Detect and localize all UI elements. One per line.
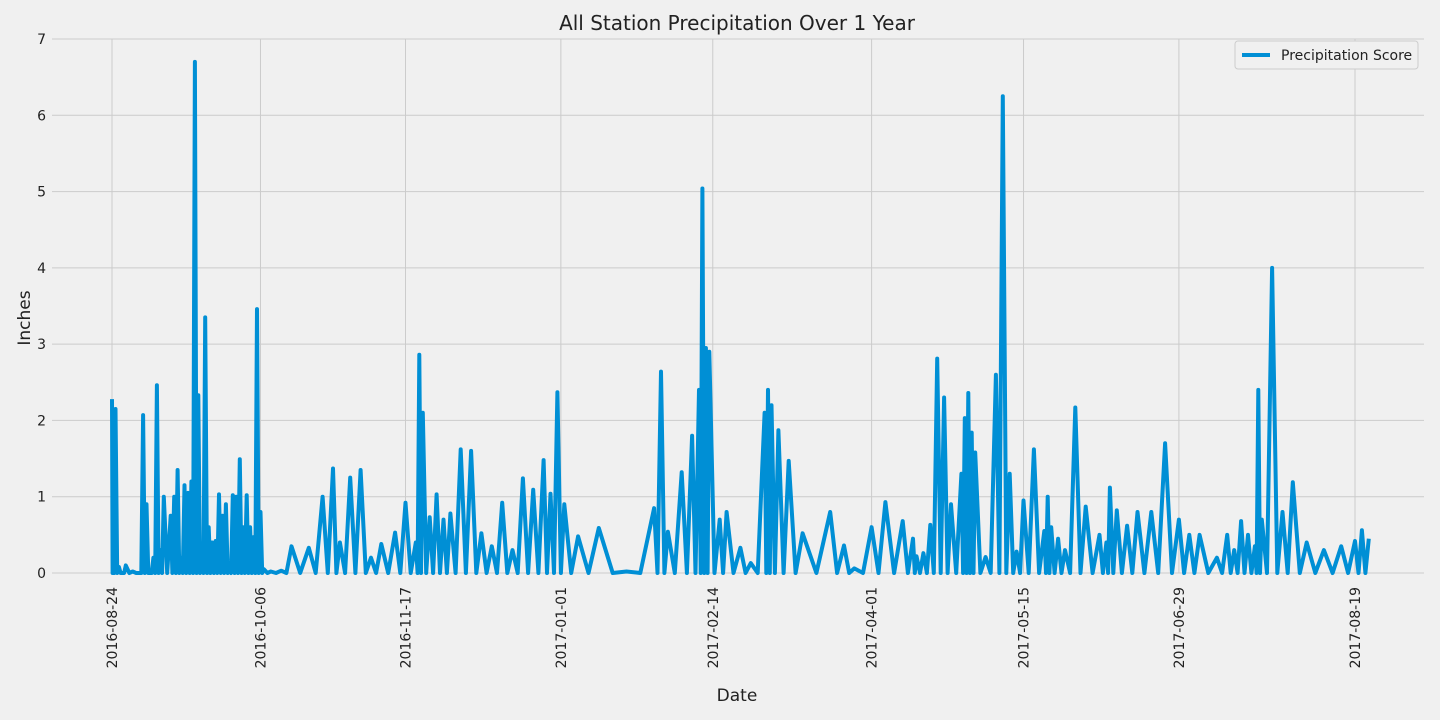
legend-entry-precipitation: Precipitation Score	[1281, 48, 1412, 64]
x-tick-label: 2016-10-06	[253, 587, 269, 668]
x-tick-label: 2017-05-15	[1017, 587, 1033, 668]
y-axis-label: Inches	[15, 290, 35, 345]
y-tick-label: 1	[37, 490, 46, 506]
y-tick-label: 6	[37, 108, 46, 124]
x-tick-label: 2016-08-24	[105, 587, 121, 668]
y-tick-label: 0	[37, 566, 46, 582]
series-line-precipitation	[110, 59, 1371, 575]
x-tick-label: 2017-04-01	[865, 587, 881, 668]
y-tick-label: 5	[37, 185, 46, 201]
x-tick-label: 2017-02-14	[706, 587, 722, 668]
y-tick-label: 2	[37, 413, 46, 429]
y-tick-label: 7	[37, 32, 46, 48]
y-axis-ticks: 0 1 2 3 4 5 6 7	[37, 32, 46, 582]
y-tick-label: 4	[37, 261, 46, 277]
chart-title: All Station Precipitation Over 1 Year	[559, 11, 916, 35]
x-tick-label: 2016-11-17	[398, 587, 414, 668]
x-tick-label: 2017-08-19	[1348, 587, 1364, 668]
gridlines	[52, 38, 1424, 574]
x-tick-label: 2017-06-29	[1172, 587, 1188, 668]
y-tick-label: 3	[37, 337, 46, 353]
legend-box	[1234, 40, 1419, 70]
x-axis-label: Date	[717, 686, 758, 706]
x-axis-ticks: 2016-08-24 2016-10-06 2016-11-17 2017-01-01…	[105, 587, 1364, 668]
legend: Precipitation Score	[1234, 40, 1419, 70]
x-tick-label: 2017-01-01	[554, 587, 570, 668]
